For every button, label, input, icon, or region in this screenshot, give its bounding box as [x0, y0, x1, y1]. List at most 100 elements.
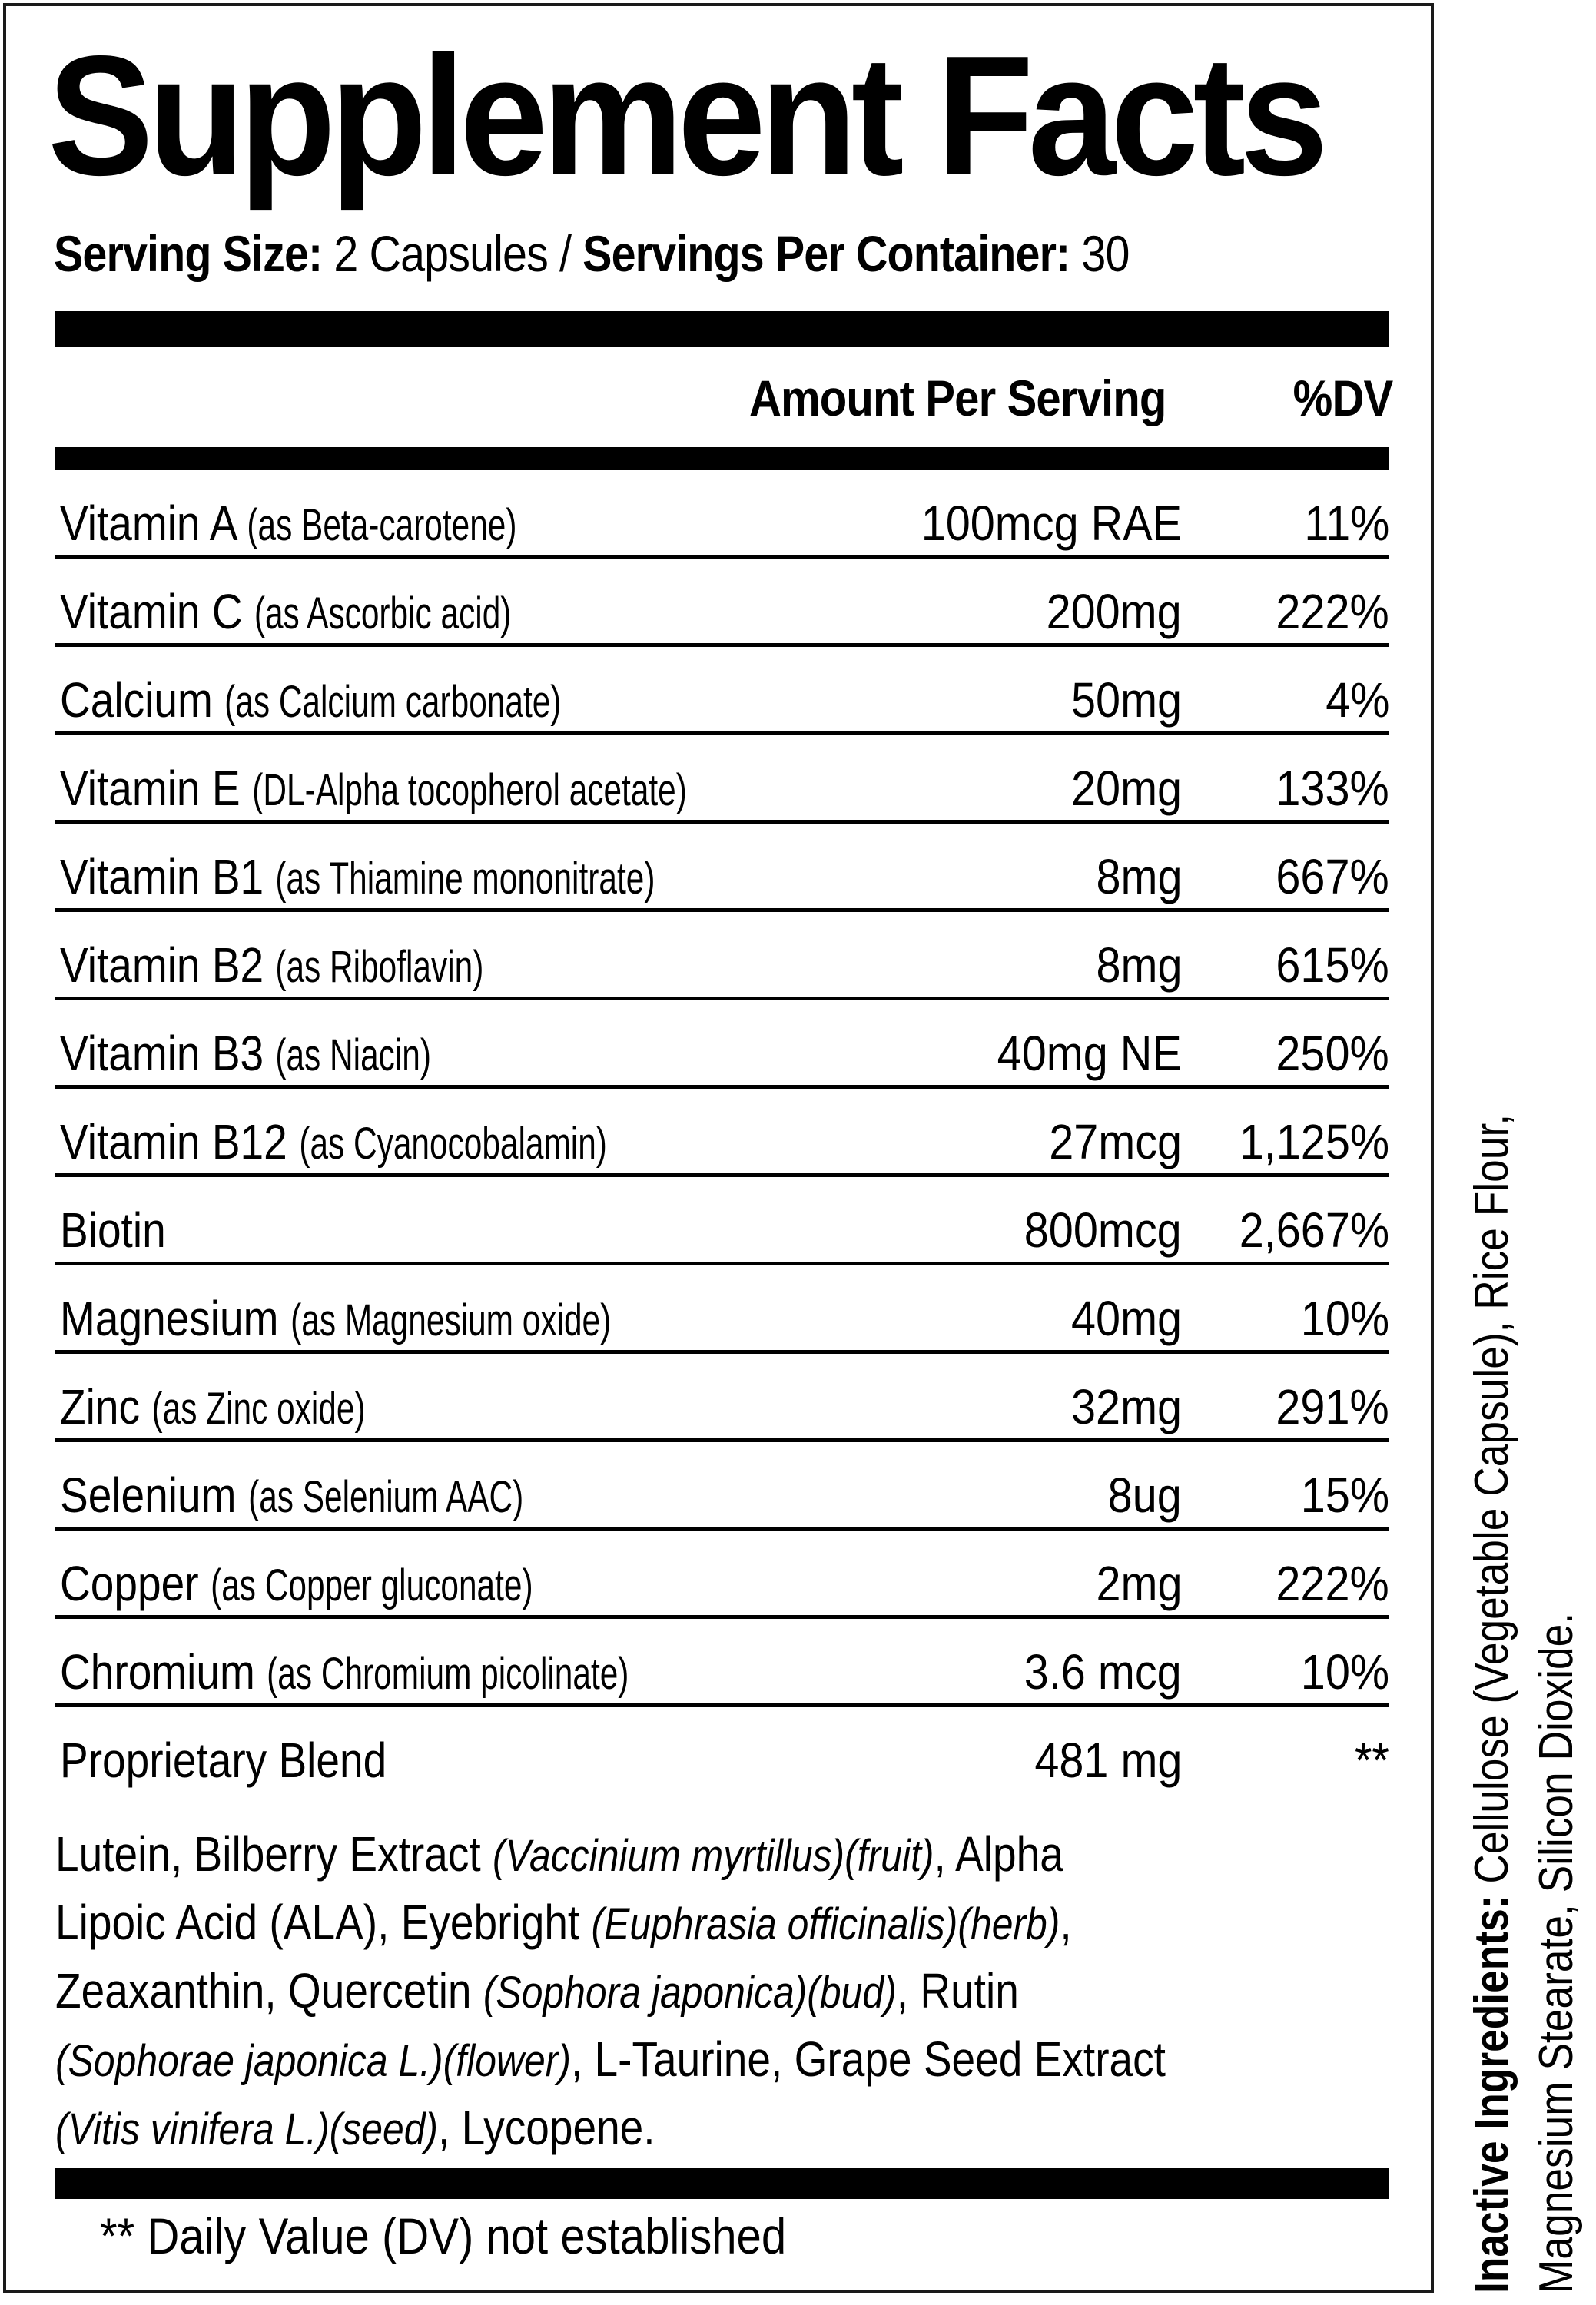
blend-text: , L-Taurine, Grape Seed Extract: [570, 2031, 1166, 2087]
nutrient-dv: 4%: [1325, 672, 1389, 728]
inactive-ingredients: Inactive Ingredients: Cellulose (Vegetab…: [1460, 603, 1589, 2293]
nutrient-name-text: Proprietary Blend: [60, 1733, 387, 1788]
supplement-facts-panel: [3, 3, 1434, 2293]
nutrient-amount: 8ug: [1107, 1468, 1182, 1523]
nutrient-dv: 222%: [1276, 1556, 1389, 1611]
blend-line: Lutein, Bilberry Extract (Vaccinium myrt…: [55, 1821, 1179, 1889]
servings-per-container-label: Servings Per Container:: [582, 225, 1070, 282]
nutrient-source: (as Copper gluconate): [210, 1560, 533, 1610]
divider-thick: [55, 447, 1389, 470]
nutrient-dv: 133%: [1276, 761, 1389, 816]
nutrient-name-text: Vitamin E: [60, 761, 241, 816]
nutrient-amount: 8mg: [1095, 849, 1182, 904]
inactive-text-1: Cellulose (Vegetable Capsule), Rice Flou…: [1465, 1113, 1518, 1895]
nutrient-source: (as Chromium picolinate): [267, 1649, 629, 1699]
label-title: Supplement Facts: [48, 21, 1329, 211]
nutrient-name: Calcium (as Calcium carbonate): [60, 672, 621, 728]
nutrient-name: Biotin: [60, 1202, 178, 1259]
inactive-label: Inactive Ingredients:: [1465, 1895, 1518, 2293]
nutrient-name: Vitamin B12 (as Cyanocobalamin): [60, 1113, 661, 1170]
nutrient-source: (as Riboflavin): [275, 942, 484, 992]
nutrient-name-text: Vitamin A: [60, 496, 236, 551]
nutrient-dv: 667%: [1276, 849, 1389, 904]
nutrient-name-text: Vitamin B1: [60, 849, 264, 904]
column-header-amount: Amount Per Serving: [748, 370, 1166, 426]
blend-text: , Rutin: [896, 1963, 1019, 2018]
nutrient-row: Biotin 800mcg 2,667%: [55, 1177, 1389, 1265]
nutrient-amount: 2mg: [1095, 1556, 1182, 1611]
nutrient-row: Vitamin B12 (as Cyanocobalamin) 27mcg 1,12…: [55, 1089, 1389, 1177]
nutrient-name-text: Vitamin B2: [60, 937, 264, 993]
nutrient-name-text: Biotin: [60, 1202, 166, 1258]
nutrient-amount: 100mcg RAE: [921, 496, 1182, 551]
blend-botanical: (Euphrasia officinalis)(herb): [591, 1899, 1060, 1949]
nutrient-row: Vitamin E (DL-Alpha tocopherol acetate) 2…: [55, 735, 1389, 824]
nutrient-name: Vitamin B3 (as Niacin): [60, 1025, 459, 1082]
nutrient-source: (as Beta-carotene): [247, 500, 517, 550]
nutrient-row: Zinc (as Zinc oxide) 32mg 291%: [55, 1354, 1389, 1442]
nutrient-amount: 3.6 mcg: [1024, 1644, 1182, 1700]
nutrient-row: Selenium (as Selenium AAC) 8ug 15%: [55, 1442, 1389, 1531]
blend-botanical: (Vaccinium myrtillus)(fruit): [492, 1831, 934, 1881]
nutrient-row: Vitamin B1 (as Thiamine mononitrate) 8mg 6…: [55, 824, 1389, 912]
nutrient-name: Proprietary Blend: [60, 1732, 399, 1789]
nutrient-name-text: Vitamin C: [60, 584, 243, 639]
blend-text: Lutein, Bilberry Extract: [55, 1826, 493, 1882]
serving-size-value: 2 Capsules /: [322, 225, 583, 282]
nutrient-source: (as Niacin): [275, 1030, 432, 1080]
nutrient-dv: 2,667%: [1239, 1202, 1389, 1258]
nutrient-source: (as Zinc oxide): [151, 1384, 366, 1434]
blend-line: (Vitis vinifera L.)(seed), Lycopene.: [55, 2094, 1179, 2163]
nutrient-dv: 1,125%: [1239, 1114, 1389, 1169]
nutrient-name: Copper (as Copper gluconate): [60, 1555, 589, 1612]
nutrient-row: Vitamin C (as Ascorbic acid) 200mg 222%: [55, 559, 1389, 647]
nutrient-row: Calcium (as Calcium carbonate) 50mg 4%: [55, 647, 1389, 735]
inactive-line-2: Magnesium Stearate, Silicon Dioxide.: [1530, 1612, 1583, 2293]
nutrient-dv: 11%: [1303, 496, 1389, 551]
divider-thick: [55, 311, 1389, 347]
nutrient-source: (DL-Alpha tocopherol acetate): [251, 765, 687, 815]
nutrient-source: (as Calcium carbonate): [224, 677, 562, 727]
nutrient-row: Copper (as Copper gluconate) 2mg 222%: [55, 1531, 1389, 1619]
nutrient-dv: 250%: [1276, 1026, 1389, 1081]
nutrient-name-text: Calcium: [60, 672, 213, 728]
nutrient-name: Vitamin A (as Beta-carotene): [60, 495, 565, 552]
nutrient-row: Proprietary Blend 481 mg **: [55, 1707, 1389, 1796]
servings-per-container-value: 30: [1070, 225, 1130, 282]
nutrient-dv: 615%: [1276, 937, 1389, 993]
column-header-dv: %DV: [1292, 370, 1393, 426]
nutrient-amount: 800mcg: [1024, 1202, 1182, 1258]
nutrient-name: Magnesium (as Magnesium oxide): [60, 1290, 667, 1347]
nutrient-amount: 8mg: [1095, 937, 1182, 993]
nutrient-dv: 15%: [1300, 1468, 1389, 1523]
nutrient-name: Vitamin B1 (as Thiamine mononitrate): [60, 848, 722, 905]
nutrient-name-text: Vitamin B3: [60, 1026, 264, 1081]
nutrient-row: Chromium (as Chromium picolinate) 3.6 mcg…: [55, 1619, 1389, 1707]
blend-text: ,: [1060, 1895, 1072, 1950]
nutrient-amount: 200mg: [1046, 584, 1182, 639]
nutrient-dv: 10%: [1300, 1644, 1389, 1700]
blend-botanical: (Sophora japonica)(bud): [483, 1968, 897, 2018]
nutrient-row: Magnesium (as Magnesium oxide) 40mg 10%: [55, 1265, 1389, 1354]
blend-text: , Alpha: [934, 1826, 1063, 1882]
nutrient-source: (as Thiamine mononitrate): [275, 854, 655, 904]
serving-info: Serving Size: 2 Capsules / Servings Per …: [54, 224, 1130, 283]
nutrient-source: (as Magnesium oxide): [290, 1295, 611, 1345]
nutrient-row: Vitamin B2 (as Riboflavin) 8mg 615%: [55, 912, 1389, 1000]
nutrient-name-text: Selenium: [60, 1468, 237, 1523]
nutrient-name-text: Copper: [60, 1556, 199, 1611]
nutrient-source: (as Selenium AAC): [247, 1472, 523, 1522]
inactive-line-1: Inactive Ingredients: Cellulose (Vegetab…: [1460, 840, 1525, 2293]
nutrient-name: Chromium (as Chromium picolinate): [60, 1643, 693, 1700]
blend-botanical: (Sophorae japonica L.)(flower): [55, 2036, 571, 2086]
blend-line: Lipoic Acid (ALA), Eyebright (Euphrasia …: [55, 1889, 1179, 1958]
proprietary-blend-ingredients: Lutein, Bilberry Extract (Vaccinium myrt…: [55, 1821, 1362, 2163]
footnote: ** Daily Value (DV) not established: [100, 2207, 787, 2264]
nutrient-name-text: Chromium: [60, 1644, 255, 1700]
nutrient-dv: 10%: [1300, 1291, 1389, 1346]
nutrient-name: Vitamin C (as Ascorbic acid): [60, 583, 557, 640]
nutrient-dv: 291%: [1276, 1379, 1389, 1434]
blend-line: Zeaxanthin, Quercetin (Sophora japonica)…: [55, 1958, 1179, 2026]
nutrient-name: Zinc (as Zinc oxide): [60, 1378, 403, 1435]
nutrient-amount: 20mg: [1070, 761, 1182, 816]
